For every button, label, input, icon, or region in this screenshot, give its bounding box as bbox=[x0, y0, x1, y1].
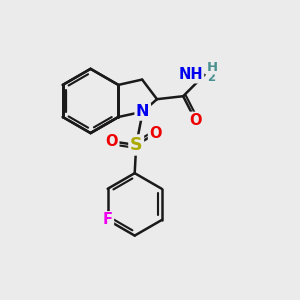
Text: O: O bbox=[149, 126, 162, 141]
Text: S: S bbox=[130, 136, 142, 154]
Text: O: O bbox=[106, 134, 118, 149]
Text: H: H bbox=[206, 61, 218, 74]
Text: F: F bbox=[103, 212, 113, 227]
Text: 2: 2 bbox=[207, 71, 215, 84]
Text: O: O bbox=[189, 113, 202, 128]
Text: NH: NH bbox=[178, 67, 203, 82]
Text: N: N bbox=[136, 104, 149, 119]
